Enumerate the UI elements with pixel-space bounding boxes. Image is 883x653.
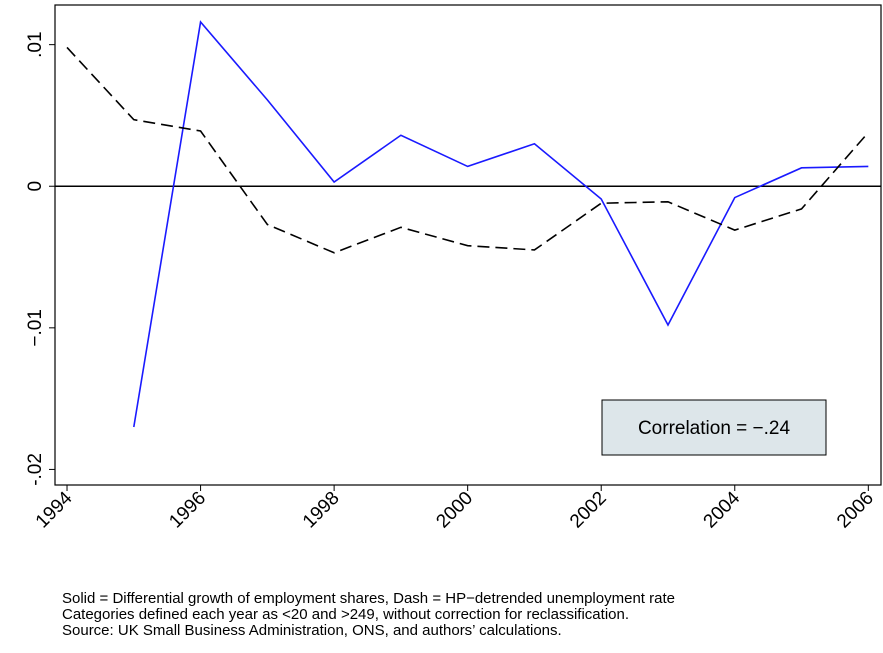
x-tick-label: 1994 bbox=[32, 487, 77, 532]
note: Source: UK Small Business Administration… bbox=[62, 622, 562, 639]
series-line bbox=[133, 20, 869, 428]
x-tick-label: 2000 bbox=[432, 488, 477, 533]
annotation-box bbox=[601, 399, 827, 456]
x-tick-label: 1996 bbox=[165, 488, 210, 533]
note: Categories defined each year as <20 and … bbox=[62, 606, 629, 623]
note: Solid = Differential growth of employmen… bbox=[62, 590, 675, 607]
x-tick-label: 2004 bbox=[700, 487, 745, 532]
series-line bbox=[66, 46, 869, 254]
y-tick-label: -.02 bbox=[25, 453, 46, 486]
y-tick-label: 0 bbox=[25, 181, 46, 192]
x-tick-label: 2006 bbox=[833, 488, 878, 533]
x-tick-label: 1998 bbox=[299, 488, 344, 533]
annotation: Correlation = −.24 bbox=[638, 418, 791, 439]
y-tick-label: .01 bbox=[25, 31, 46, 57]
x-tick-label: 2002 bbox=[566, 488, 611, 533]
y-tick-label: −.01 bbox=[25, 309, 46, 347]
